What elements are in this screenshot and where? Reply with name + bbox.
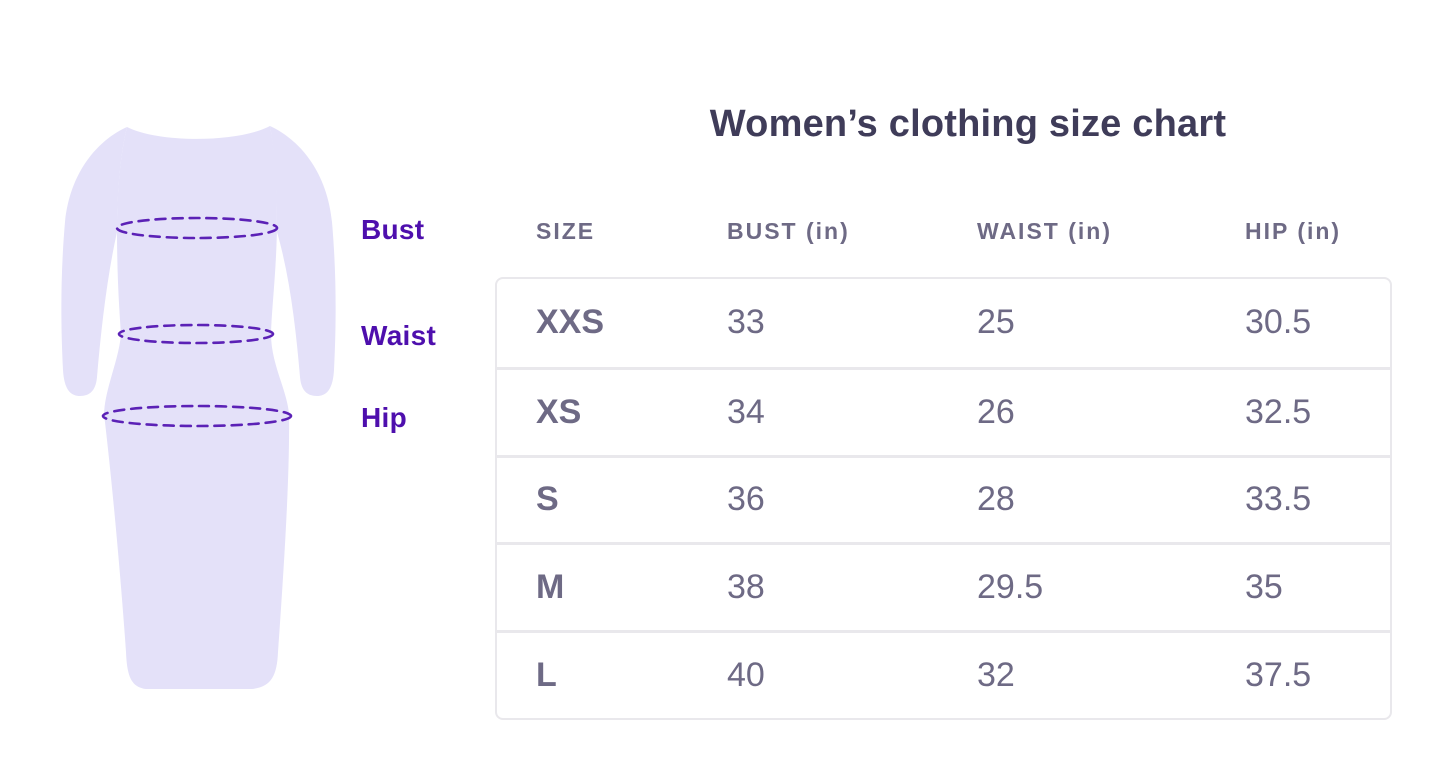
size-row: L 40 32 37.5 — [497, 630, 1390, 718]
bust-label: Bust — [361, 214, 425, 245]
size-cell: XXS — [536, 303, 605, 342]
waist-label: Waist — [361, 320, 437, 351]
column-header: WAIST (in) — [977, 218, 1112, 244]
size-row: XS 34 26 32.5 — [497, 366, 1390, 455]
waist-measure-line — [117, 323, 275, 345]
column-header: SIZE — [536, 218, 596, 244]
hip-cell: 32.5 — [1245, 392, 1312, 431]
size-row: M 38 29.5 35 — [497, 542, 1390, 630]
bust-cell: 40 — [727, 656, 765, 695]
size-cell: XS — [536, 392, 582, 431]
hip-cell: 30.5 — [1245, 303, 1312, 342]
dress-body — [104, 126, 290, 689]
waist-cell: 29.5 — [977, 568, 1044, 607]
dress-left-sleeve — [61, 127, 127, 396]
hip-label: Hip — [361, 402, 408, 433]
size-table: XXS 33 25 30.5 XS 34 26 32.5 S 36 28 33.… — [495, 277, 1392, 720]
bust-cell: 33 — [727, 303, 765, 342]
column-header: BUST (in) — [727, 218, 850, 244]
size-row: XXS 33 25 30.5 — [497, 279, 1390, 367]
bust-measure-line — [115, 216, 279, 240]
size-row: S 36 28 33.5 — [497, 454, 1390, 543]
size-cell: S — [536, 480, 559, 519]
bust-cell: 34 — [727, 392, 765, 431]
hip-cell: 37.5 — [1245, 656, 1312, 695]
bust-cell: 36 — [727, 480, 765, 519]
waist-cell: 28 — [977, 480, 1015, 519]
table-header-row: SIZE BUST (in) WAIST (in) HIP (in) — [497, 216, 1390, 246]
bust-cell: 38 — [727, 568, 765, 607]
waist-cell: 25 — [977, 303, 1015, 342]
hip-cell: 33.5 — [1245, 480, 1312, 519]
hip-cell: 35 — [1245, 568, 1283, 607]
size-cell: L — [536, 656, 557, 695]
column-header: HIP (in) — [1245, 218, 1342, 244]
dress-illustration — [61, 126, 336, 689]
size-cell: M — [536, 568, 565, 607]
hip-measure-line — [101, 404, 293, 428]
page-title: Women’s clothing size chart — [709, 103, 1227, 145]
waist-cell: 32 — [977, 656, 1015, 695]
dress-right-sleeve — [270, 126, 336, 396]
waist-cell: 26 — [977, 392, 1015, 431]
